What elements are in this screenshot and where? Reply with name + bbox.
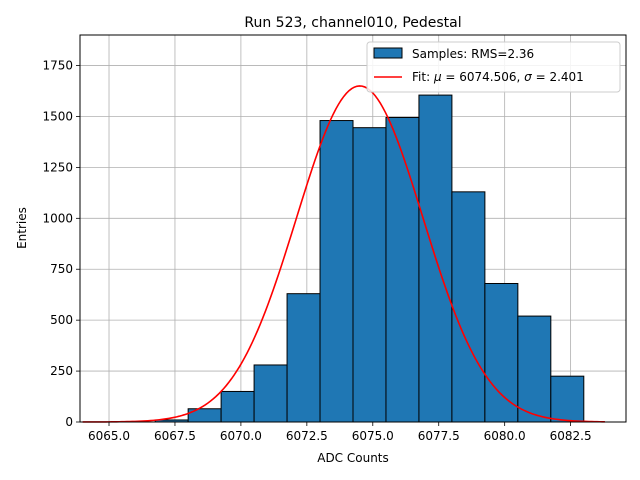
histogram-bar bbox=[286, 293, 321, 423]
y-tick-label: 1250 bbox=[42, 160, 73, 174]
x-tick-label: 6077.5 bbox=[418, 429, 460, 443]
fit-curve-layer bbox=[82, 85, 605, 423]
histogram-bar bbox=[517, 315, 552, 423]
x-tick-label: 6067.5 bbox=[154, 429, 196, 443]
y-tick-label: 1000 bbox=[42, 211, 73, 225]
chart-title: Run 523, channel010, Pedestal bbox=[244, 15, 461, 31]
y-axis-label: Entries bbox=[15, 207, 29, 249]
y-tick-label: 1500 bbox=[42, 109, 73, 123]
y-tick-label: 0 bbox=[65, 415, 73, 429]
y-tick-label: 250 bbox=[50, 364, 73, 378]
legend-label-histogram: Samples: RMS=2.36 bbox=[412, 47, 534, 61]
fit-curve bbox=[82, 85, 605, 423]
x-tick-label: 6072.5 bbox=[286, 429, 328, 443]
x-tick-label: 6075.0 bbox=[352, 429, 394, 443]
legend-fit-mu-symbol: μ bbox=[433, 70, 442, 84]
legend-label-fit: Fit: μ = 6074.506, σ = 2.401 bbox=[412, 70, 584, 84]
histogram-bar bbox=[484, 282, 519, 423]
histogram-bar bbox=[385, 116, 420, 423]
x-tick-label: 6070.0 bbox=[220, 429, 262, 443]
legend: Samples: RMS=2.36 Fit: μ = 6074.506, σ =… bbox=[366, 41, 621, 93]
histogram-bar bbox=[253, 364, 288, 423]
y-tick-label: 750 bbox=[50, 262, 73, 276]
y-axis-ticks: 0 250 500 750 1000 1250 1500 1750 bbox=[42, 59, 80, 429]
histogram-bar bbox=[220, 390, 255, 423]
legend-fit-mid: = 6074.506, bbox=[442, 70, 525, 84]
plot-frame bbox=[79, 34, 627, 423]
histogram-bar bbox=[451, 191, 486, 423]
x-axis-label: ADC Counts bbox=[317, 451, 389, 465]
histogram-bar bbox=[319, 120, 354, 423]
x-tick-label: 6080.0 bbox=[484, 429, 526, 443]
y-tick-label: 500 bbox=[50, 313, 73, 327]
x-tick-label: 6065.0 bbox=[88, 429, 130, 443]
x-tick-label: 6082.5 bbox=[550, 429, 592, 443]
legend-swatch-histogram bbox=[373, 47, 403, 59]
histogram-bar bbox=[550, 375, 585, 423]
legend-fit-sigma-symbol: σ bbox=[524, 70, 532, 84]
legend-box bbox=[366, 41, 621, 93]
legend-fit-prefix: Fit: bbox=[412, 70, 434, 84]
histogram-bar bbox=[352, 127, 387, 423]
y-tick-label: 1750 bbox=[42, 59, 73, 73]
x-axis-ticks: 6065.0 6067.5 6070.0 6072.5 6075.0 6077.5 6080… bbox=[88, 422, 592, 443]
legend-fit-suffix: = 2.401 bbox=[532, 70, 584, 84]
histogram-bars bbox=[154, 94, 585, 423]
